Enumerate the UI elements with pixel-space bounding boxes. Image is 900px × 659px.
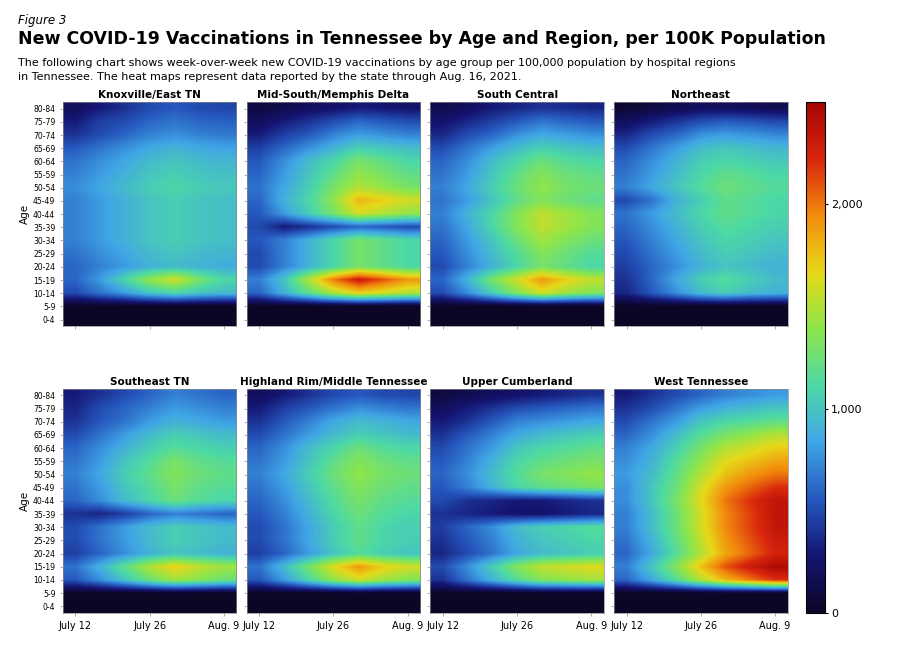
Text: The following chart shows week-over-week new COVID-19 vaccinations by age group : The following chart shows week-over-week… [18,58,735,82]
Title: Northeast: Northeast [671,90,730,100]
Title: West Tennessee: West Tennessee [653,377,748,387]
Title: Mid-South/Memphis Delta: Mid-South/Memphis Delta [257,90,410,100]
Y-axis label: Age: Age [21,491,31,511]
Text: New COVID-19 Vaccinations in Tennessee by Age and Region, per 100K Population: New COVID-19 Vaccinations in Tennessee b… [18,30,826,47]
Y-axis label: Age: Age [21,204,31,224]
Title: Knoxville/East TN: Knoxville/East TN [98,90,201,100]
Title: Southeast TN: Southeast TN [110,377,189,387]
Text: Figure 3: Figure 3 [18,14,67,28]
Title: Upper Cumberland: Upper Cumberland [462,377,572,387]
Title: South Central: South Central [476,90,558,100]
Title: Highland Rim/Middle Tennessee: Highland Rim/Middle Tennessee [239,377,428,387]
